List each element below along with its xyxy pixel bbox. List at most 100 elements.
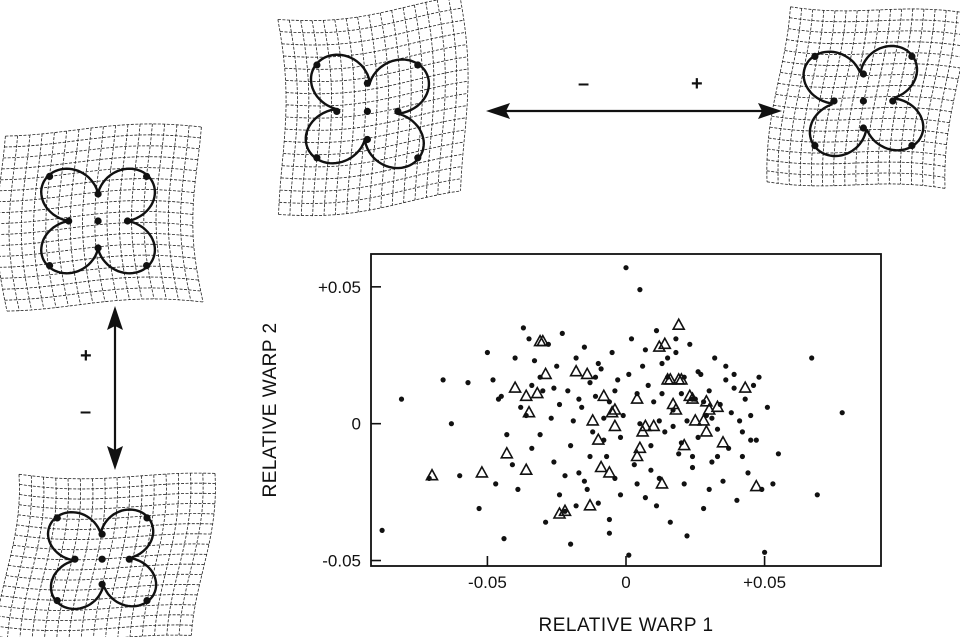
- grid-line: [19, 492, 216, 500]
- grid-line: [766, 159, 946, 167]
- data-point-dot: [617, 434, 624, 440]
- data-point-dot: [695, 369, 701, 375]
- data-point-dot: [504, 432, 510, 438]
- data-point-dot: [756, 374, 762, 380]
- data-point-dot: [595, 360, 601, 367]
- grid-line: [311, 20, 321, 216]
- grid-line: [0, 254, 196, 268]
- data-point-dot: [493, 481, 499, 487]
- x-tick-label: -0.05: [468, 573, 507, 592]
- data-point-dot: [626, 552, 632, 558]
- data-point-dot: [562, 473, 568, 479]
- data-point-dot: [379, 527, 385, 534]
- grid-line: [460, 0, 469, 191]
- grid-line: [10, 553, 207, 561]
- grid-line: [280, 153, 463, 180]
- landmark-point: [46, 262, 54, 270]
- grid-line: [279, 166, 462, 192]
- grid-line: [0, 474, 20, 604]
- grid-line: [154, 473, 179, 636]
- grid-line: [6, 298, 204, 312]
- landmark-point: [123, 217, 132, 225]
- data-point-dot: [595, 500, 601, 506]
- grid-line: [7, 475, 32, 637]
- grid-line: [391, 10, 401, 206]
- landmark-point: [811, 142, 819, 150]
- grid-line: [283, 129, 466, 156]
- landmark-point: [125, 555, 133, 563]
- grid-line: [0, 189, 195, 203]
- data-point-dot: [748, 412, 754, 419]
- data-point-dot: [573, 503, 579, 509]
- y-tick-label: +0.05: [318, 278, 361, 297]
- grid-line: [0, 167, 197, 181]
- data-point-triangle: [677, 437, 692, 451]
- landmark-point: [859, 97, 868, 105]
- grid-line: [0, 199, 194, 214]
- data-point-dot: [665, 355, 671, 361]
- data-point-dot: [490, 377, 496, 383]
- grid-line: [5, 123, 202, 137]
- data-point-dot: [592, 374, 599, 380]
- data-point-triangle: [669, 402, 683, 415]
- data-point-dot: [764, 404, 771, 410]
- grid-line: [0, 221, 193, 235]
- data-point-dot: [609, 349, 615, 356]
- data-point-triangle: [674, 372, 689, 385]
- grid-line: [822, 10, 847, 186]
- data-point-triangle: [702, 402, 717, 415]
- data-point-triangle: [602, 465, 617, 478]
- grid-line: [45, 132, 57, 308]
- grid-line: [118, 124, 130, 300]
- grid-line: [425, 2, 435, 198]
- data-point-dot: [839, 410, 845, 416]
- grid-line: [379, 12, 389, 208]
- data-point-dot: [440, 377, 446, 383]
- data-point-dot: [684, 533, 690, 539]
- grid-line: [844, 10, 869, 186]
- landmark-point: [65, 217, 73, 225]
- grid-line: [855, 9, 880, 185]
- data-point-dot: [720, 478, 726, 484]
- grid-line: [766, 6, 791, 182]
- data-point-dot: [512, 355, 518, 361]
- data-point-dot: [526, 336, 532, 342]
- data-point-dot: [592, 393, 599, 399]
- warp1-plus-sign: +: [691, 73, 703, 95]
- grid-line: [833, 10, 858, 186]
- landmark-point: [414, 61, 422, 69]
- data-point-dot: [457, 473, 463, 479]
- data-point-dot: [653, 503, 660, 509]
- data-point-triangle: [699, 394, 714, 407]
- data-point-dot: [529, 445, 535, 451]
- data-point-dot: [568, 443, 574, 449]
- grid-line: [19, 482, 216, 490]
- data-point-dot: [476, 505, 482, 512]
- landmark-point: [394, 107, 402, 115]
- dot-series: [379, 265, 845, 558]
- grid-line: [279, 178, 462, 204]
- grid-line: [799, 10, 825, 186]
- landmark-point: [889, 97, 897, 105]
- data-point-triangle: [522, 405, 536, 418]
- grid-line: [0, 624, 193, 632]
- grid-line: [69, 129, 81, 305]
- grid-line: [2, 276, 199, 290]
- data-point-dot: [689, 453, 696, 460]
- data-point-dot: [584, 486, 590, 492]
- grid-line: [368, 15, 378, 211]
- grid-line: [285, 105, 468, 131]
- data-point-triangle: [425, 468, 439, 481]
- data-point-dot: [637, 287, 643, 293]
- grid-line: [279, 7, 463, 34]
- grid-line: [866, 9, 891, 185]
- grid-line: [166, 473, 192, 636]
- data-point-dot: [531, 358, 538, 364]
- data-point-dot: [701, 505, 707, 512]
- data-point-dot: [648, 443, 654, 449]
- data-point-triangle: [652, 339, 667, 352]
- grid-line: [0, 136, 8, 312]
- data-point-triangle: [688, 413, 703, 426]
- landmark-point: [363, 79, 371, 87]
- data-point-dot: [568, 541, 574, 547]
